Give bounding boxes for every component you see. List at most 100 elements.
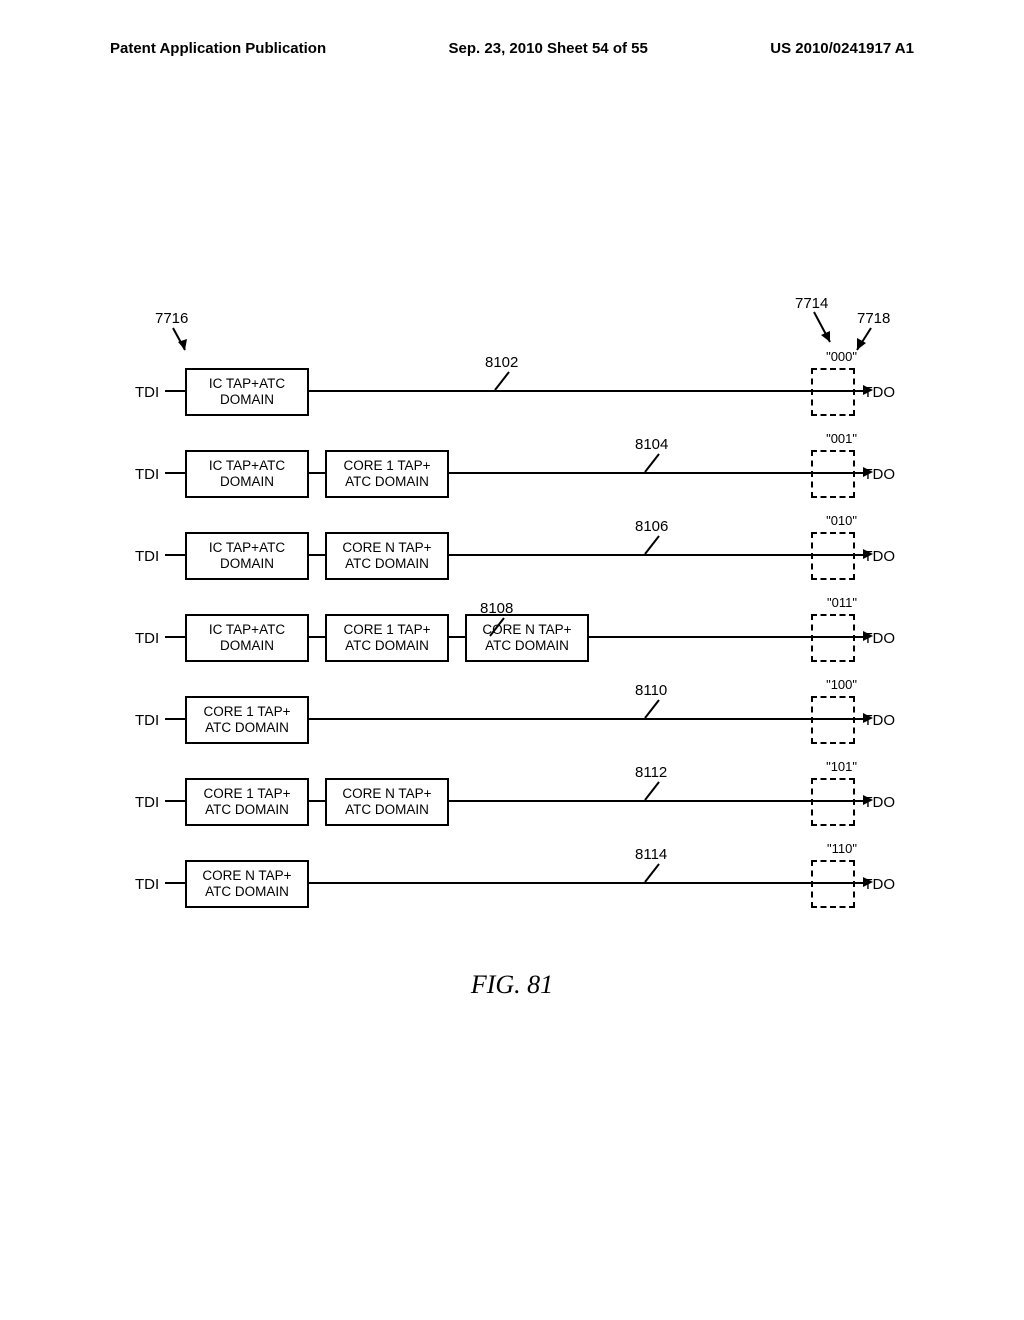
- tdi-label: TDI: [135, 794, 159, 811]
- code-label: "101": [826, 759, 857, 774]
- tdi-label: TDI: [135, 630, 159, 647]
- wire: [815, 472, 855, 474]
- domain-box: CORE 1 TAP+ATC DOMAIN: [325, 614, 449, 662]
- wire: [447, 636, 465, 638]
- tdi-label: TDI: [135, 466, 159, 483]
- code-label: "010": [826, 513, 857, 528]
- leader-7714: [808, 312, 838, 352]
- box-text: CORE 1 TAP+ATC DOMAIN: [344, 622, 431, 654]
- row-ref: 8108: [480, 600, 513, 617]
- mux-output-box: [811, 450, 855, 498]
- domain-box: CORE 1 TAP+ATC DOMAIN: [185, 778, 309, 826]
- wire: [447, 472, 815, 474]
- page-header: Patent Application Publication Sep. 23, …: [110, 40, 914, 57]
- diagram-row: TDI IC TAP+ATCDOMAIN CORE 1 TAP+ATC DOMAIN…: [135, 432, 895, 514]
- mux-output-box: [811, 368, 855, 416]
- domain-box: IC TAP+ATCDOMAIN: [185, 368, 309, 416]
- row-ref: 8110: [635, 682, 667, 699]
- box-text: CORE 1 TAP+ATC DOMAIN: [344, 458, 431, 490]
- ref-leader: [645, 536, 665, 556]
- tdi-label: TDI: [135, 712, 159, 729]
- code-label: "001": [826, 431, 857, 446]
- page: Patent Application Publication Sep. 23, …: [0, 0, 1024, 1320]
- box-text: CORE N TAP+ATC DOMAIN: [342, 786, 431, 818]
- box-text: CORE N TAP+ATC DOMAIN: [342, 540, 431, 572]
- ref-leader: [645, 454, 665, 474]
- diagram-row: TDI IC TAP+ATCDOMAIN CORE N TAP+ATC DOMAIN…: [135, 514, 895, 596]
- tdo-label: TDO: [863, 384, 895, 401]
- wire: [165, 800, 185, 802]
- wire: [307, 800, 325, 802]
- wire: [447, 800, 815, 802]
- diagram-row: TDI IC TAP+ATCDOMAIN 8102 "000" TDO: [135, 350, 895, 432]
- wire: [587, 636, 815, 638]
- domain-box: IC TAP+ATCDOMAIN: [185, 532, 309, 580]
- box-text: IC TAP+ATCDOMAIN: [209, 622, 285, 654]
- ref-leader: [645, 782, 665, 802]
- header-center: Sep. 23, 2010 Sheet 54 of 55: [449, 40, 648, 57]
- tdi-label: TDI: [135, 384, 159, 401]
- tdo-label: TDO: [863, 630, 895, 647]
- ref-leader: [645, 700, 665, 720]
- wire: [815, 636, 855, 638]
- domain-box: CORE 1 TAP+ATC DOMAIN: [185, 696, 309, 744]
- wire: [307, 636, 325, 638]
- domain-box: CORE N TAP+ATC DOMAIN: [325, 778, 449, 826]
- diagram-row: TDI CORE 1 TAP+ATC DOMAIN 8110 "100" TDO: [135, 678, 895, 760]
- wire: [165, 554, 185, 556]
- domain-box: CORE N TAP+ATC DOMAIN: [465, 614, 589, 662]
- row-ref: 8102: [485, 354, 518, 371]
- ref-leader: [490, 618, 510, 638]
- tdo-label: TDO: [863, 548, 895, 565]
- wire: [165, 636, 185, 638]
- code-label: "000": [826, 349, 857, 364]
- tdo-label: TDO: [863, 876, 895, 893]
- ref-leader: [645, 864, 665, 884]
- header-right: US 2010/0241917 A1: [770, 40, 914, 57]
- wire: [815, 800, 855, 802]
- code-label: "011": [827, 595, 857, 610]
- diagram-row: TDI IC TAP+ATCDOMAIN CORE 1 TAP+ATC DOMAIN…: [135, 596, 895, 678]
- mux-output-box: [811, 778, 855, 826]
- box-text: IC TAP+ATCDOMAIN: [209, 540, 285, 572]
- code-label: "110": [827, 841, 857, 856]
- header-left: Patent Application Publication: [110, 40, 326, 57]
- row-ref: 8112: [635, 764, 667, 781]
- ref-7714: 7714: [795, 295, 828, 312]
- wire: [307, 472, 325, 474]
- wire: [165, 390, 185, 392]
- tdi-label: TDI: [135, 876, 159, 893]
- ref-7716: 7716: [155, 310, 188, 327]
- wire: [165, 718, 185, 720]
- wire: [165, 882, 185, 884]
- row-ref: 8106: [635, 518, 668, 535]
- domain-box: IC TAP+ATCDOMAIN: [185, 614, 309, 662]
- wire: [307, 718, 815, 720]
- wire: [307, 554, 325, 556]
- box-text: IC TAP+ATCDOMAIN: [209, 376, 285, 408]
- ref-7718: 7718: [857, 310, 890, 327]
- row-ref: 8104: [635, 436, 668, 453]
- wire: [815, 554, 855, 556]
- rows-container: TDI IC TAP+ATCDOMAIN 8102 "000" TDO TDI IC TAP…: [135, 350, 895, 924]
- wire: [447, 554, 815, 556]
- code-label: "100": [826, 677, 857, 692]
- domain-box: IC TAP+ATCDOMAIN: [185, 450, 309, 498]
- domain-box: CORE N TAP+ATC DOMAIN: [185, 860, 309, 908]
- box-text: IC TAP+ATCDOMAIN: [209, 458, 285, 490]
- mux-output-box: [811, 860, 855, 908]
- domain-box: CORE 1 TAP+ATC DOMAIN: [325, 450, 449, 498]
- mux-output-box: [811, 696, 855, 744]
- tdo-label: TDO: [863, 466, 895, 483]
- wire: [165, 472, 185, 474]
- box-text: CORE 1 TAP+ATC DOMAIN: [204, 786, 291, 818]
- wire: [815, 718, 855, 720]
- ref-leader: [495, 372, 515, 392]
- wire: [307, 390, 815, 392]
- tdi-label: TDI: [135, 548, 159, 565]
- box-text: CORE 1 TAP+ATC DOMAIN: [204, 704, 291, 736]
- figure-diagram: 7716 7714 7718 TDIIC TAP+ATCDOMAIN8102"0…: [135, 350, 895, 924]
- tdo-label: TDO: [863, 712, 895, 729]
- row-ref: 8114: [635, 846, 667, 863]
- wire: [815, 882, 855, 884]
